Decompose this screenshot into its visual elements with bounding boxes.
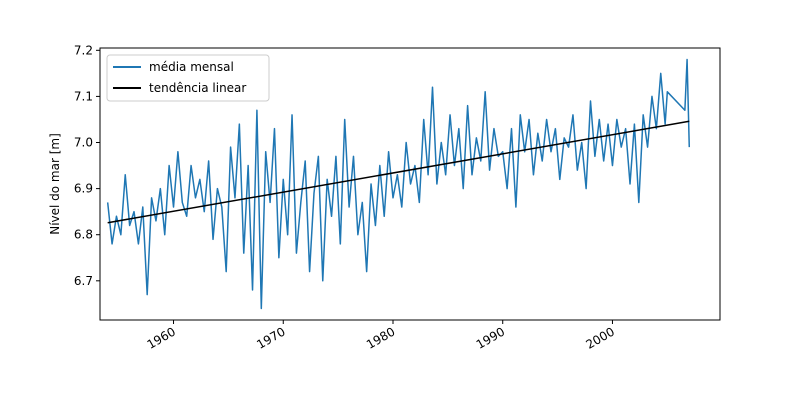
y-axis: 6.7 6.8 6.9 7.0 7.1 7.2 [74, 43, 100, 288]
y-tick-label-6-9: 6.9 [74, 182, 93, 196]
legend-label-media-mensal: média mensal [149, 60, 234, 74]
y-axis-title: Nível do mar [m] [48, 133, 62, 235]
y-tick-label-6-7: 6.7 [74, 274, 93, 288]
plot-area [99, 47, 721, 321]
series-layer [106, 58, 691, 310]
y-tick-label-7: 7.0 [74, 136, 93, 150]
legend-label-tendencia-linear: tendência linear [149, 81, 246, 95]
legend: média mensal tendência linear [106, 54, 270, 102]
y-tick-label-7-1: 7.1 [74, 89, 93, 103]
series-line-tendencia-linear [107, 120, 690, 224]
legend-box [106, 54, 270, 102]
axes-frame [99, 47, 721, 321]
y-tick-label-6-8: 6.8 [74, 228, 93, 242]
y-tick-label-7-2: 7.2 [74, 43, 93, 57]
